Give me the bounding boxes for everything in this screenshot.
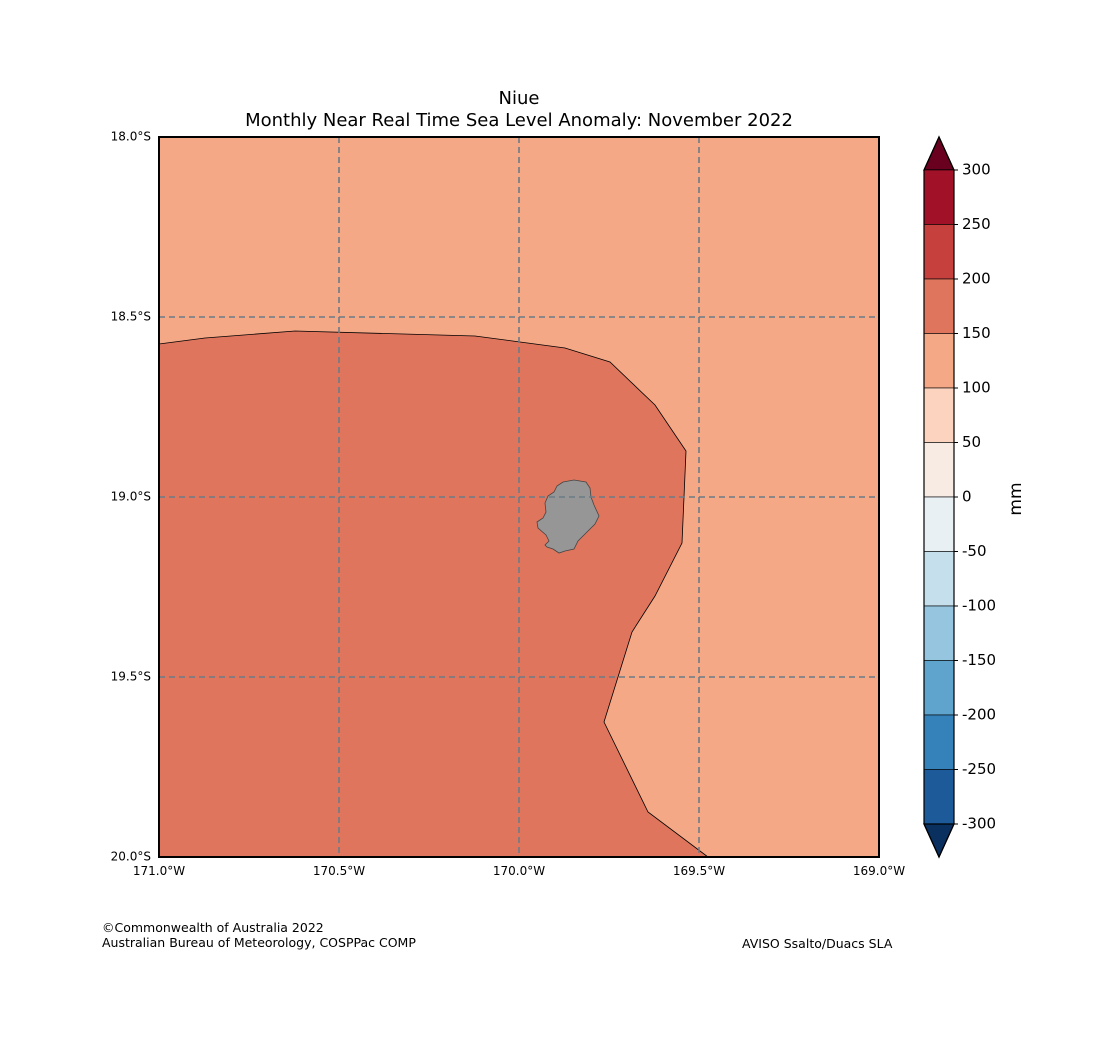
colorbar-bin <box>923 278 955 334</box>
colorbar-bin <box>923 769 955 825</box>
colorbar-ticks: 300 250 200 150 100 50 0 -50 -100 -150 -200 -250 -30… <box>954 161 996 833</box>
colorbar-bin <box>923 551 955 607</box>
colorbar-bin <box>923 496 955 552</box>
longitude-label: 169.0°W <box>853 864 905 878</box>
colorbar-tick-label: 300 <box>962 161 991 179</box>
colorbar <box>923 135 955 859</box>
colorbar-tick-label: 150 <box>962 324 991 342</box>
colorbar-tick-label: -50 <box>962 542 987 560</box>
colorbar-tick-label: -100 <box>962 597 996 615</box>
colorbar-tick-label: 200 <box>962 270 991 288</box>
colorbar-tick-label: -250 <box>962 760 996 778</box>
longitude-labels: 171.0°W 170.5°W 170.0°W 169.5°W 169.0°W <box>133 864 905 878</box>
latitude-label: 18.5°S <box>111 310 151 324</box>
copyright-text: ©Commonwealth of Australia 2022 <box>102 920 324 935</box>
longitude-label: 171.0°W <box>133 864 185 878</box>
colorbar-bin <box>923 442 955 498</box>
colorbar-tick-label: 250 <box>962 215 991 233</box>
map-subtitle: Monthly Near Real Time Sea Level Anomaly… <box>245 110 793 131</box>
colorbar-bin <box>923 224 955 280</box>
latitude-label: 20.0°S <box>111 850 151 864</box>
colorbar-bin <box>923 660 955 716</box>
latitude-label: 19.5°S <box>111 670 151 684</box>
anomaly-region-150-200 <box>158 330 710 858</box>
colorbar-over-arrow <box>923 135 955 171</box>
colorbar-tick-label: 50 <box>962 433 981 451</box>
latitude-label: 19.0°S <box>111 490 151 504</box>
colorbar-bin <box>923 169 955 225</box>
colorbar-bin <box>923 387 955 443</box>
colorbar-bin <box>923 333 955 389</box>
colorbar-tick-label: 100 <box>962 379 991 397</box>
map-frame <box>158 136 880 858</box>
latitude-labels: 18.0°S 18.5°S 19.0°S 19.5°S 20.0°S <box>111 130 151 864</box>
colorbar-label: mm <box>1006 482 1026 515</box>
data-source-text: AVISO Ssalto/Duacs SLA <box>742 936 893 951</box>
gridlines <box>159 137 879 857</box>
latitude-label: 18.0°S <box>111 130 151 144</box>
map-area <box>158 136 880 858</box>
longitude-label: 170.5°W <box>313 864 365 878</box>
map-title: Niue <box>498 88 540 109</box>
niue-island <box>536 479 600 554</box>
colorbar-tick-label: 0 <box>962 488 972 506</box>
longitude-label: 169.5°W <box>673 864 725 878</box>
colorbar-bin <box>923 714 955 770</box>
longitude-label: 170.0°W <box>493 864 545 878</box>
agency-text: Australian Bureau of Meteorology, COSPPa… <box>102 935 416 950</box>
colorbar-under-arrow <box>923 823 955 859</box>
colorbar-tick-label: -200 <box>962 706 996 724</box>
colorbar-bin <box>923 605 955 661</box>
colorbar-tick-label: -300 <box>962 815 996 833</box>
colorbar-tick-label: -150 <box>962 651 996 669</box>
